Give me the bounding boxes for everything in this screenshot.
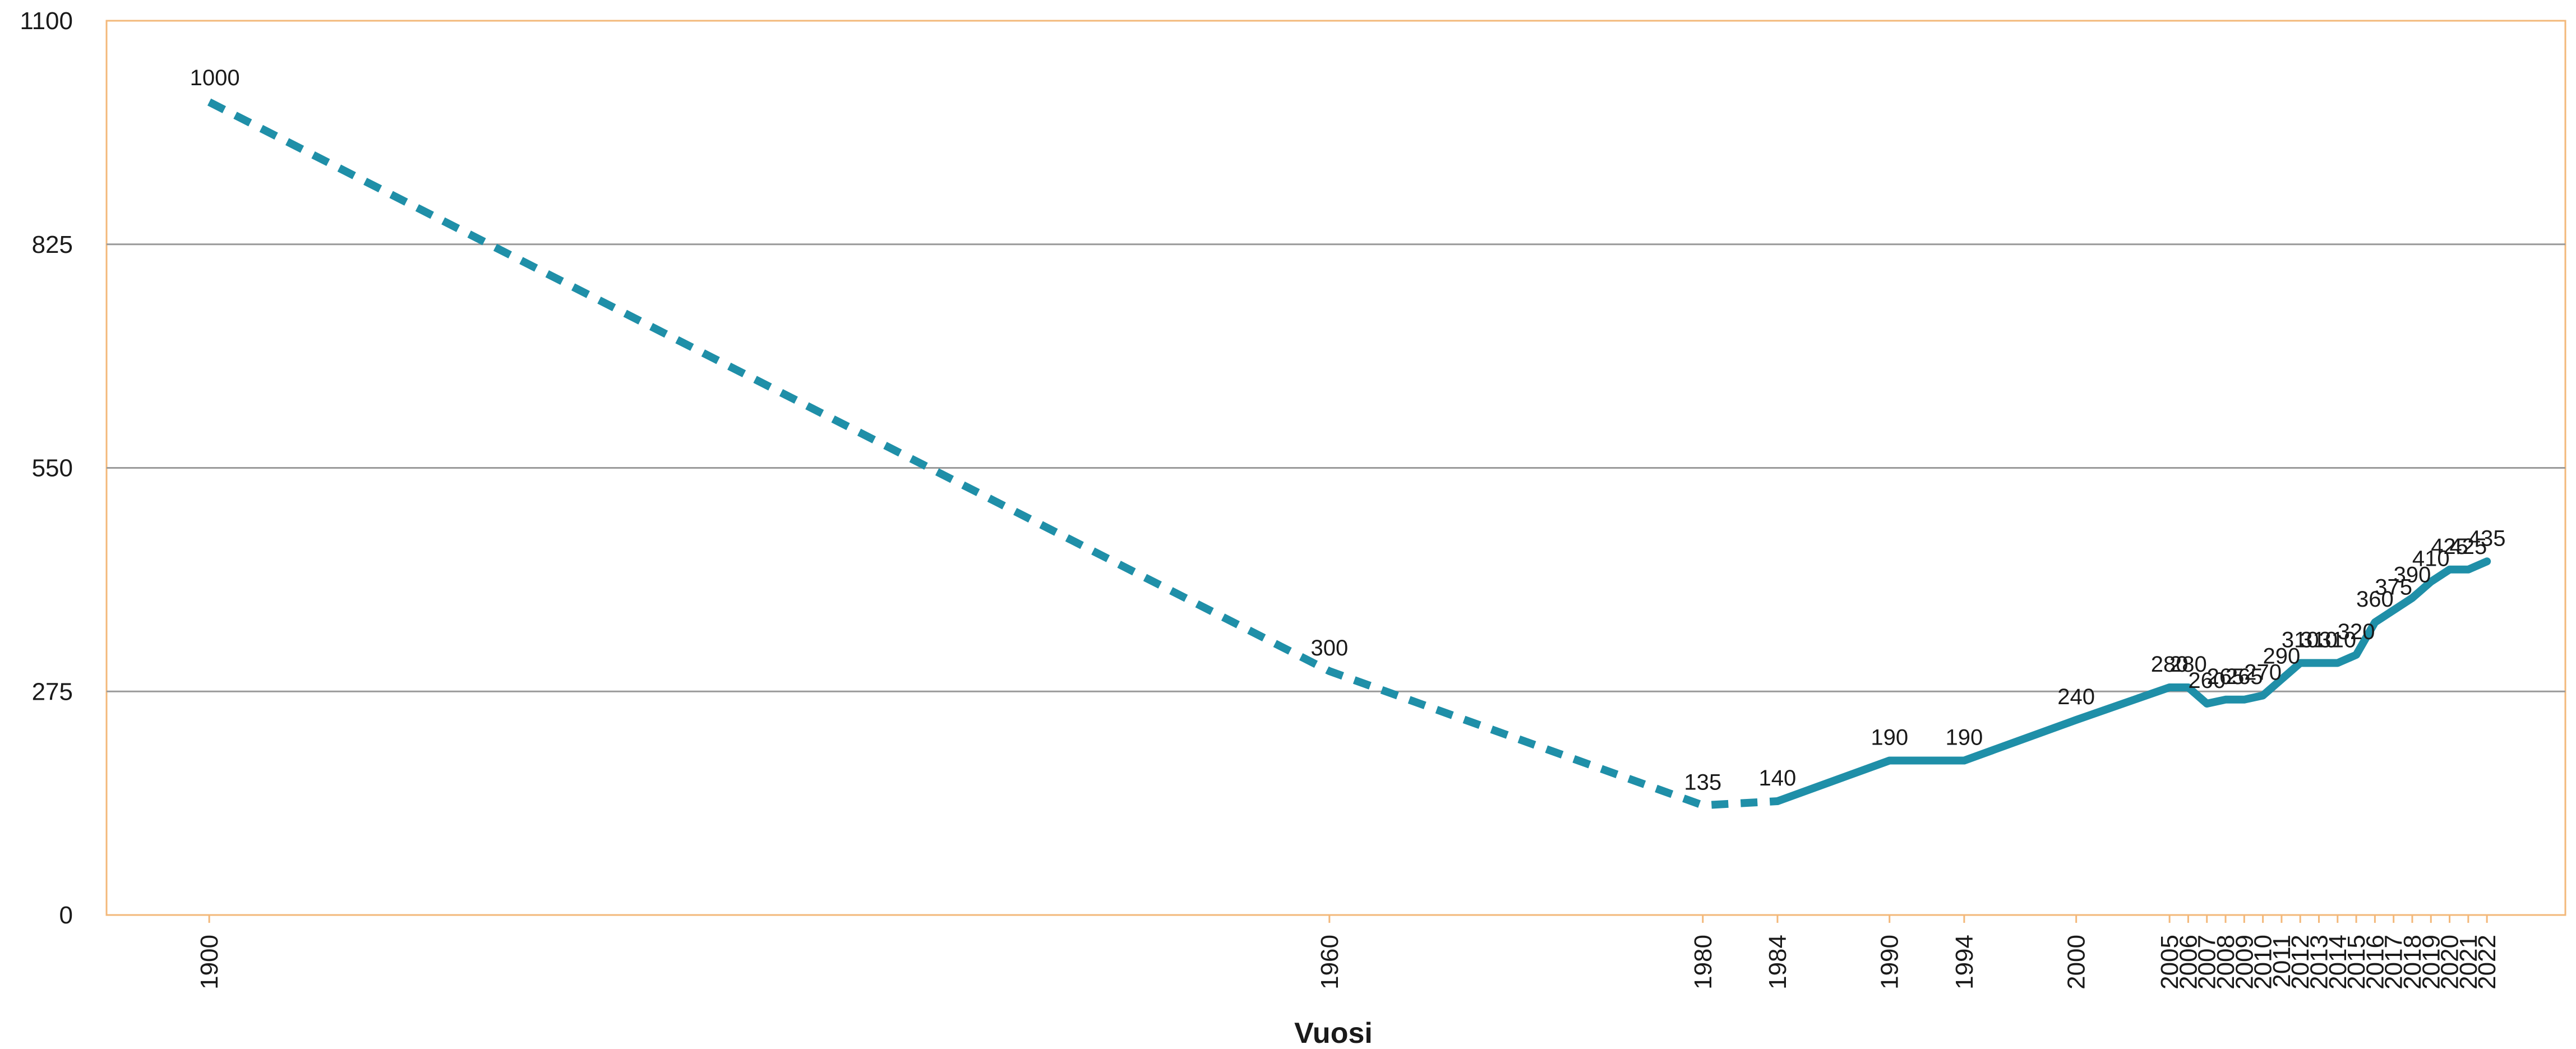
series-line-solid xyxy=(1773,557,2491,805)
x-tick-label: 2007 xyxy=(2194,935,2221,990)
x-tick-label: 2019 xyxy=(2417,935,2445,990)
x-tick-label: 1984 xyxy=(1764,935,1792,990)
gridlines xyxy=(107,243,2565,692)
data-label: 425 xyxy=(2431,534,2468,559)
y-axis-ticks: 0 275 550 825 1100 xyxy=(20,7,73,929)
x-tick-label: 2016 xyxy=(2361,935,2389,990)
data-label: 310 xyxy=(2300,628,2338,653)
data-label: 280 xyxy=(2151,652,2189,677)
x-axis-ticks: 1900 1960 1980 1984 1990 1994 2000 200520062007… xyxy=(196,915,2501,990)
data-label: 310 xyxy=(2282,628,2319,653)
x-tick-label: 1994 xyxy=(1951,935,1978,990)
data-label: 135 xyxy=(1684,770,1721,794)
x-tick-label: 2009 xyxy=(2231,935,2258,990)
x-tick-label: 2018 xyxy=(2399,935,2426,990)
x-tick-label: 2010 xyxy=(2250,935,2277,990)
x-tick-label: 2006 xyxy=(2175,935,2202,990)
data-label: 290 xyxy=(2263,644,2301,669)
data-label: 260 xyxy=(2188,668,2226,693)
x-tick-label: 2012 xyxy=(2287,935,2314,990)
data-label: 265 xyxy=(2226,664,2263,689)
x-tick-label: 2020 xyxy=(2436,935,2464,990)
data-label: 190 xyxy=(1946,725,1983,750)
x-tick-label: 2014 xyxy=(2324,935,2352,990)
x-tick-label: 2017 xyxy=(2380,935,2408,990)
data-label: 320 xyxy=(2338,620,2375,644)
data-label: 240 xyxy=(2057,685,2095,709)
y-tick-label: 550 xyxy=(32,455,73,482)
x-tick-label: 2011 xyxy=(2268,935,2296,988)
data-label: 310 xyxy=(2319,628,2356,653)
data-label: 425 xyxy=(2449,534,2487,559)
x-tick-label: 2000 xyxy=(2063,935,2090,990)
y-tick-label: 1100 xyxy=(20,7,73,35)
data-label: 390 xyxy=(2394,563,2431,588)
data-labels: 1000 300 135 140 190 190 240 280280260265265270… xyxy=(190,66,2506,794)
data-label: 270 xyxy=(2244,660,2282,685)
x-tick-label: 2005 xyxy=(2156,935,2183,990)
data-label: 265 xyxy=(2207,664,2245,689)
x-tick-label: 2008 xyxy=(2212,935,2240,990)
data-label: 360 xyxy=(2356,587,2394,612)
data-label: 410 xyxy=(2412,547,2450,571)
y-tick-label: 825 xyxy=(32,231,73,258)
x-axis-title: Vuosi xyxy=(1294,1017,1373,1049)
data-label: 435 xyxy=(2468,526,2506,551)
x-tick-label: 2015 xyxy=(2343,935,2370,990)
data-label: 140 xyxy=(1759,766,1797,791)
data-label: 375 xyxy=(2375,575,2412,599)
y-tick-label: 0 xyxy=(59,902,73,929)
data-label: 280 xyxy=(2169,652,2207,677)
x-tick-label: 2013 xyxy=(2306,935,2333,990)
x-tick-label: 2021 xyxy=(2455,935,2482,990)
y-tick-label: 275 xyxy=(32,678,73,705)
data-label: 1000 xyxy=(190,66,240,90)
x-tick-label: 1960 xyxy=(1316,935,1344,990)
x-tick-label: 2022 xyxy=(2473,935,2501,990)
x-tick-label: 1900 xyxy=(196,935,223,990)
data-label: 300 xyxy=(1310,636,1348,660)
data-label: 190 xyxy=(1871,725,1908,750)
x-tick-label: 1990 xyxy=(1876,935,1904,990)
series-line-dashed xyxy=(207,98,1778,810)
series-line xyxy=(207,98,2491,810)
x-tick-label: 1980 xyxy=(1689,935,1717,990)
